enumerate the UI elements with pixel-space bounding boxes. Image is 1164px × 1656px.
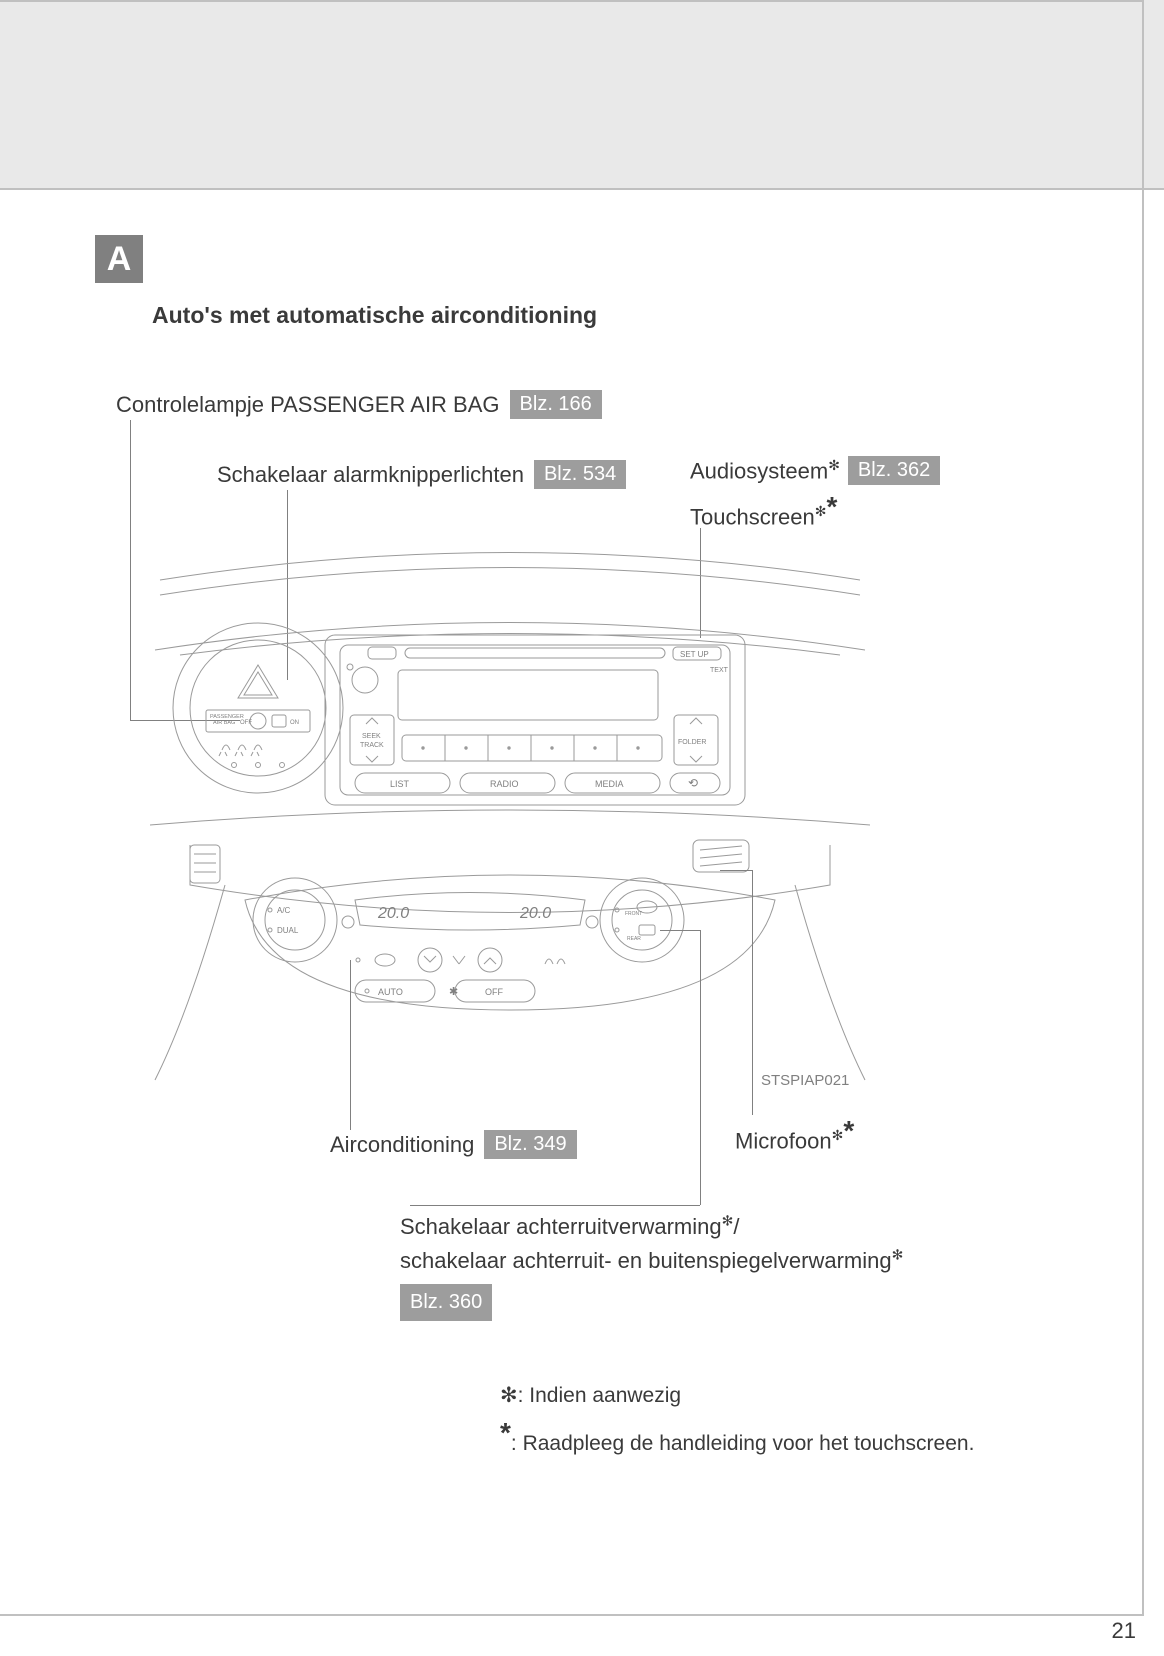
audio-setup-label: SET UP [680, 650, 709, 659]
svg-text:OFF: OFF [240, 720, 252, 726]
page-ref: Blz. 534 [534, 460, 626, 489]
climate-auto-label: AUTO [378, 987, 403, 997]
climate-dual-label: DUAL [277, 926, 299, 935]
page-ref: Blz. 166 [510, 390, 602, 419]
lead-line [752, 870, 753, 1115]
footnote-symbol: * [500, 1417, 511, 1448]
section-title: Auto's met automatische airconditioning [152, 302, 597, 329]
callout-label: Touchscreen [690, 504, 815, 529]
footnote-text: : Raadpleeg de handleiding voor het touc… [511, 1432, 975, 1455]
audio-seek-label: SEEK [362, 733, 381, 740]
audio-media-label: MEDIA [595, 779, 624, 789]
footnotes: ✻: Indien aanwezig *: Raadpleeg de handl… [500, 1380, 974, 1459]
lead-line [660, 930, 700, 931]
footnote-symbol: ✻ [500, 1384, 518, 1407]
audio-track-label: TRACK [360, 742, 384, 749]
callout-aircon: Airconditioning Blz. 349 [330, 1130, 577, 1159]
climate-rear-label: REAR [627, 936, 641, 942]
page-number: 21 [1112, 1618, 1136, 1644]
callout-hazard: Schakelaar alarmknipperlichten Blz. 534 [217, 460, 626, 489]
callout-label: Airconditioning [330, 1132, 474, 1158]
footnote-text: : Indien aanwezig [518, 1384, 681, 1407]
audio-list-label: LIST [390, 779, 410, 789]
page-ref: Blz. 360 [400, 1284, 492, 1321]
lead-line [350, 960, 351, 1130]
callout-label: Audiosysteem✻ [690, 457, 840, 484]
callout-microphone: Microfoon✻* [735, 1115, 854, 1154]
climate-front-label: FRONT [625, 911, 642, 917]
climate-ac-label: A/C [277, 906, 291, 915]
climate-off-label: OFF [485, 987, 503, 997]
lead-line [720, 870, 752, 871]
climate-temp-right: 20.0 [519, 905, 551, 922]
lead-line [130, 420, 131, 720]
page-ref: Blz. 349 [484, 1130, 576, 1159]
lead-line [410, 1205, 700, 1206]
callout-audio: Audiosysteem✻ Blz. 362 Touchscreen✻* [690, 456, 940, 530]
audio-radio-label: RADIO [490, 779, 519, 789]
audio-text-label: TEXT [710, 667, 729, 674]
page-ref: Blz. 362 [848, 456, 940, 485]
callout-label: Controlelampje PASSENGER AIR BAG [116, 392, 500, 418]
svg-text:AIR BAG: AIR BAG [213, 720, 235, 726]
audio-folder-label: FOLDER [678, 739, 706, 746]
airbag-on-label: ON [290, 720, 299, 726]
lead-line [700, 930, 701, 1205]
svg-text:✱: ✱ [449, 986, 458, 998]
callout-label: Schakelaar achterruitverwarming [400, 1214, 722, 1239]
callout-rear-defogger: Schakelaar achterruitverwarming✻/ schake… [400, 1210, 903, 1321]
callout-label: schakelaar achterruit- en buitenspiegelv… [400, 1248, 892, 1273]
callout-label: Schakelaar alarmknipperlichten [217, 462, 524, 488]
callout-passenger-airbag: Controlelampje PASSENGER AIR BAG Blz. 16… [116, 390, 602, 419]
svg-text:⟲: ⟲ [688, 776, 698, 790]
diagram-image-id: STSPIAP021 [761, 1072, 849, 1089]
section-tag: A [95, 235, 143, 283]
dashboard-diagram: SET UP TEXT SEEK TRACK FOLDER LIST RADIO… [150, 540, 870, 1100]
climate-temp-left: 20.0 [377, 905, 409, 922]
